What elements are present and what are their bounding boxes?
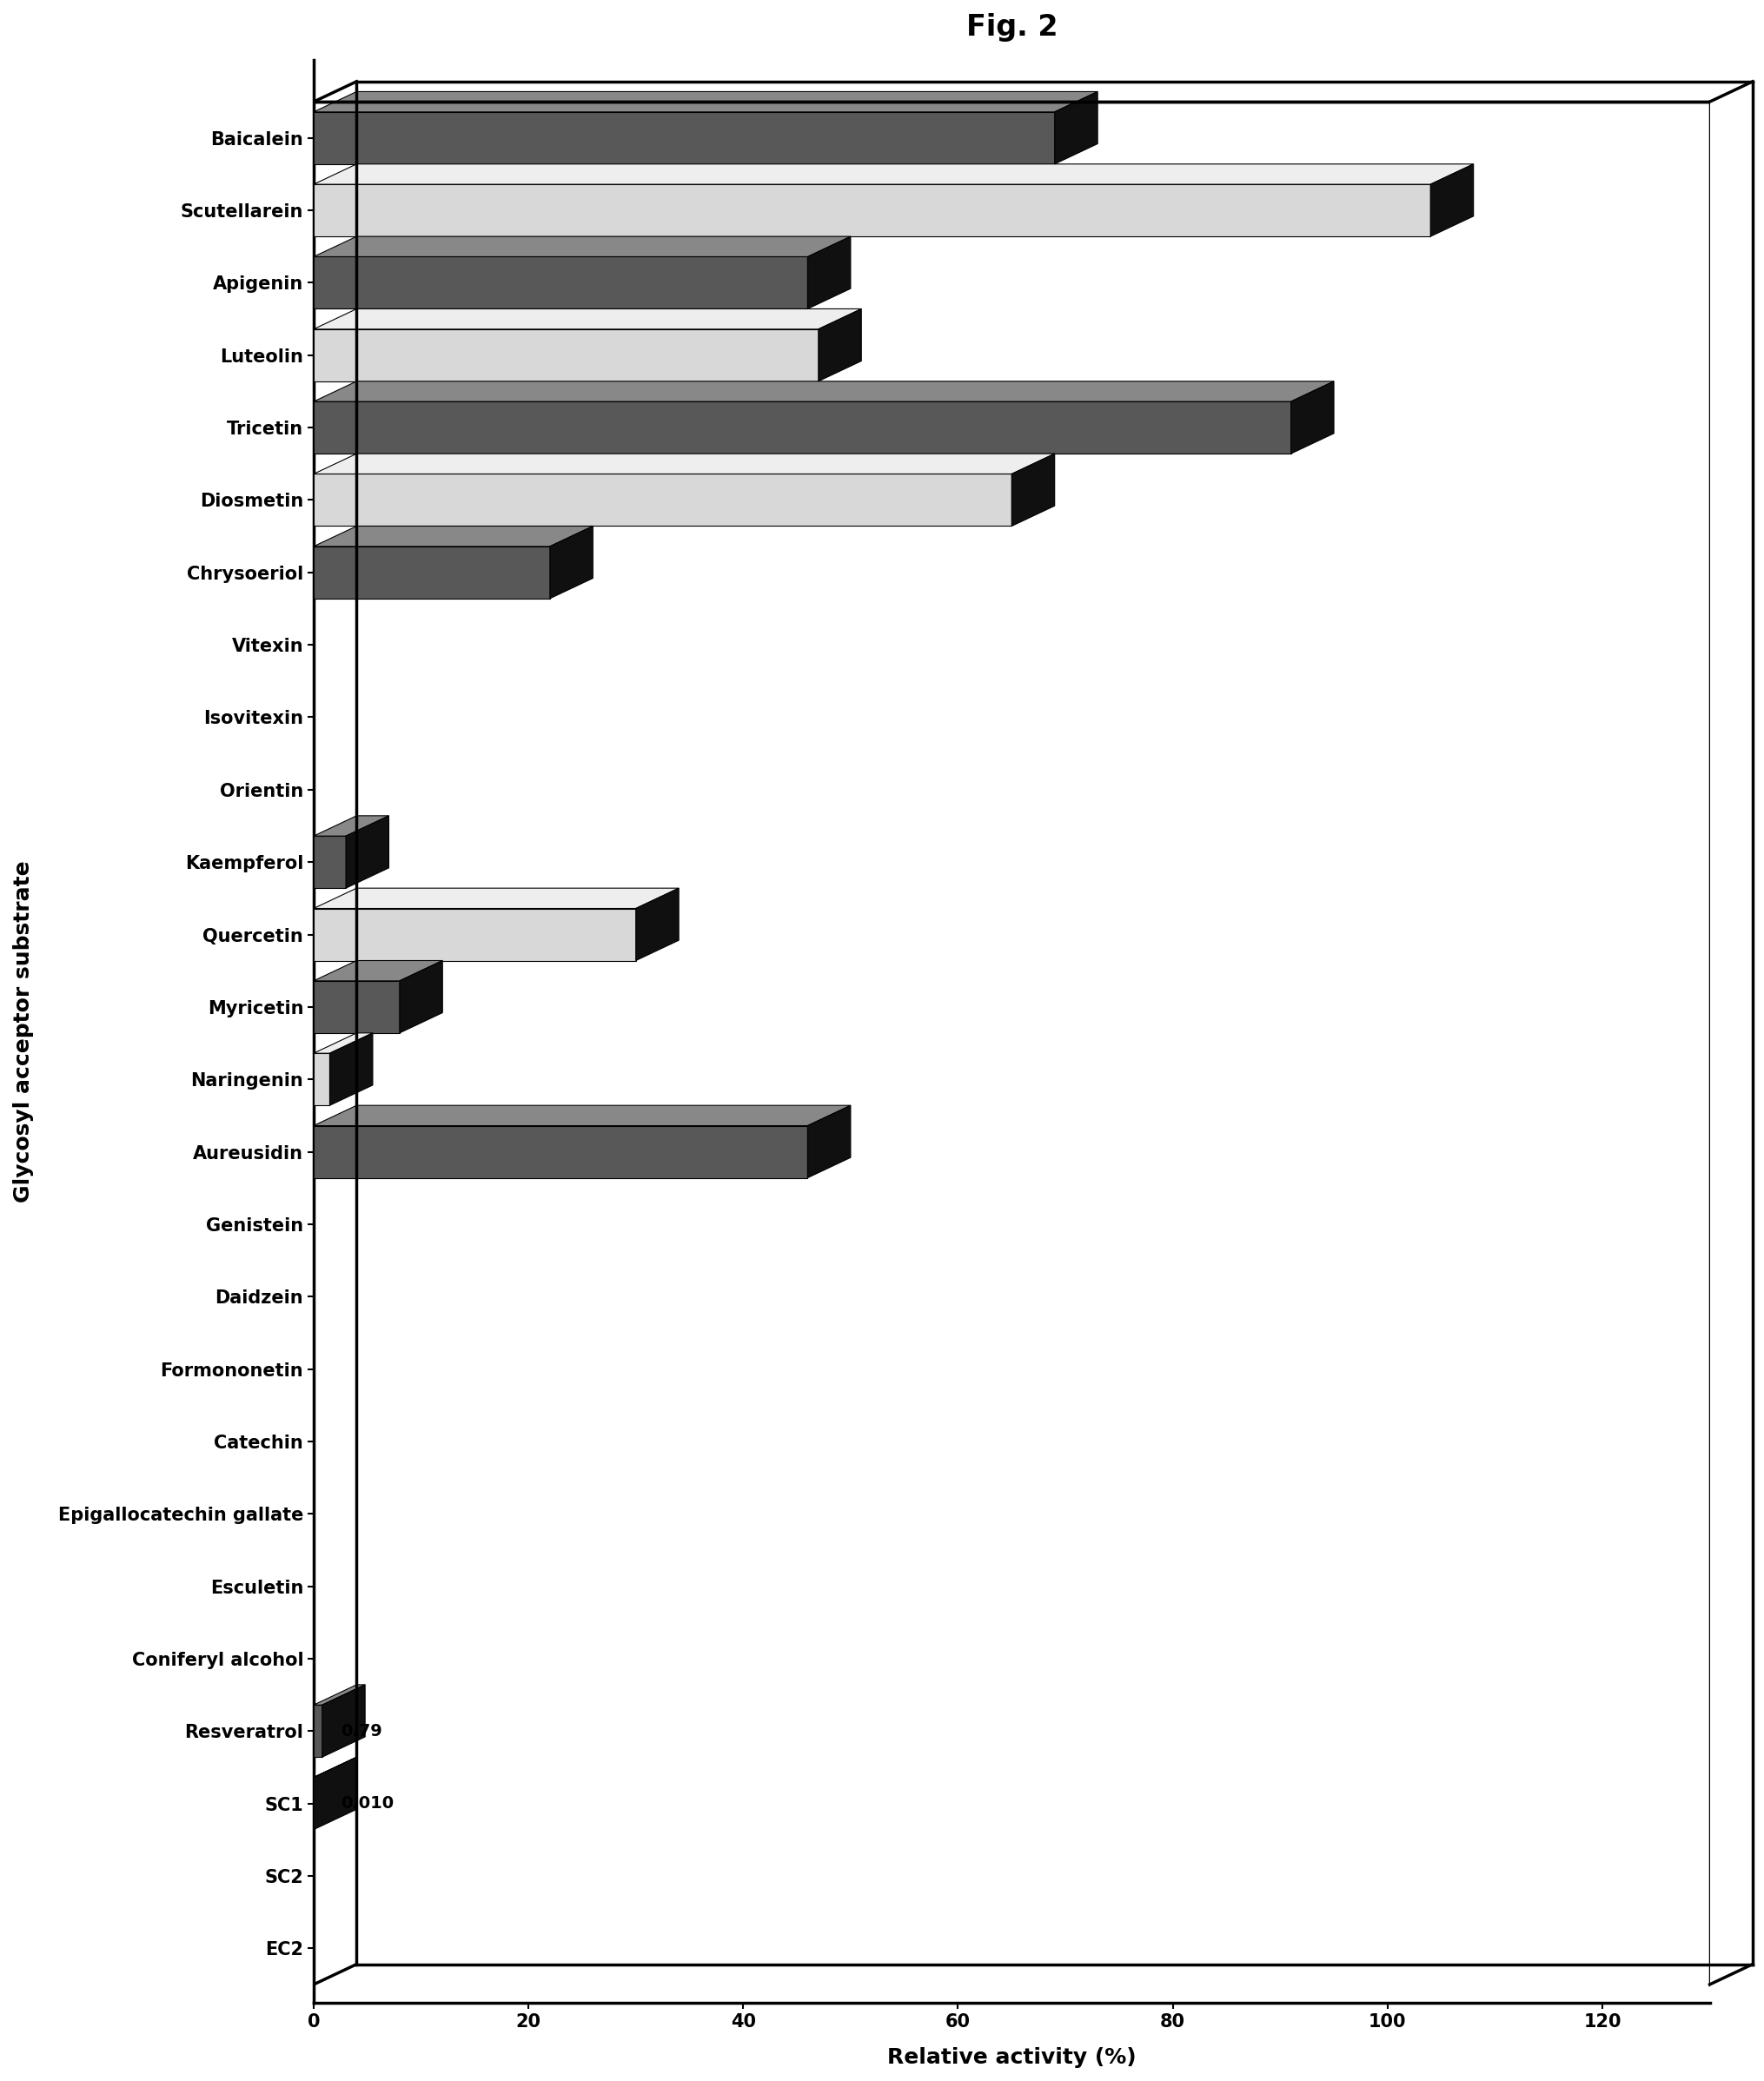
Polygon shape [1011, 454, 1055, 526]
Bar [314, 256, 808, 308]
Polygon shape [808, 1105, 850, 1178]
Bar [314, 474, 1011, 526]
Polygon shape [314, 381, 1334, 402]
Polygon shape [550, 526, 593, 599]
Bar [314, 185, 1431, 237]
Title: Fig. 2: Fig. 2 [965, 12, 1057, 42]
Polygon shape [1055, 92, 1097, 164]
Polygon shape [635, 889, 679, 961]
Bar [314, 1704, 323, 1756]
Bar [314, 402, 1289, 454]
Polygon shape [314, 92, 1097, 112]
Y-axis label: Glycosyl acceptor substrate: Glycosyl acceptor substrate [12, 859, 34, 1203]
Bar [314, 112, 1055, 164]
Bar [314, 909, 635, 961]
Polygon shape [314, 1105, 850, 1126]
Bar [314, 837, 346, 889]
Polygon shape [314, 816, 388, 837]
X-axis label: Relative activity (%): Relative activity (%) [887, 2048, 1136, 2069]
Polygon shape [314, 164, 1473, 185]
Bar [314, 547, 550, 599]
Polygon shape [1431, 164, 1473, 237]
Polygon shape [314, 1756, 356, 1777]
Polygon shape [314, 1686, 365, 1704]
Polygon shape [314, 961, 443, 980]
Polygon shape [314, 1032, 372, 1053]
Bar [314, 980, 399, 1032]
Bar [314, 1053, 330, 1105]
Polygon shape [314, 308, 861, 329]
Text: 0.79: 0.79 [340, 1723, 381, 1740]
Bar [314, 1126, 808, 1178]
Text: 0.010: 0.010 [340, 1796, 393, 1813]
Polygon shape [330, 1032, 372, 1105]
Polygon shape [808, 237, 850, 308]
Bar [314, 329, 818, 381]
Polygon shape [314, 454, 1055, 474]
Polygon shape [818, 308, 861, 381]
Polygon shape [346, 816, 388, 889]
Polygon shape [399, 961, 443, 1032]
Polygon shape [323, 1686, 365, 1756]
Polygon shape [314, 889, 679, 909]
Polygon shape [314, 1756, 356, 1829]
Polygon shape [314, 237, 850, 256]
Polygon shape [314, 526, 593, 547]
Polygon shape [1289, 381, 1334, 454]
